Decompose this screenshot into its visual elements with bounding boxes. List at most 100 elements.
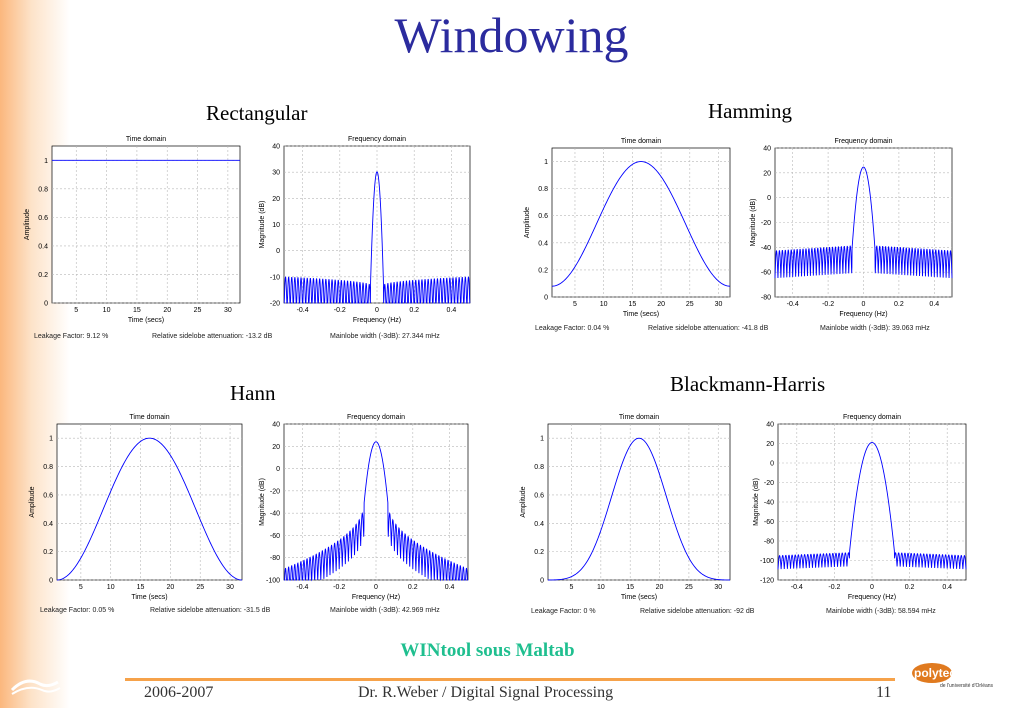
logo-swoosh	[912, 663, 952, 683]
freq-3-xtick-label: 0.2	[905, 584, 915, 591]
time-1-xlabel: Time (secs)	[623, 311, 659, 318]
time-0-xlabel: Time (secs)	[128, 317, 164, 324]
time-1-xtick-label: 25	[686, 301, 694, 308]
time-2-xtick-label: 15	[137, 584, 145, 591]
time-1-ytick-label: 0	[544, 295, 548, 302]
freq-0-ytick-label: -20	[270, 301, 280, 308]
time-1-ylabel: Amplitude	[524, 207, 531, 238]
freq-3-ytick-label: -20	[764, 480, 774, 487]
time-2-plot-frame	[56, 423, 243, 581]
freq-3-ytick-label: -40	[764, 500, 774, 507]
freq-0-trace	[283, 171, 471, 304]
freq-1-ylabel: Magnitude (dB)	[750, 199, 757, 247]
freq-3-ytick-label: 20	[766, 441, 774, 448]
time-3-xtick-label: 10	[597, 584, 605, 591]
freq-0-ytick-label: 20	[272, 196, 280, 203]
freq-3-xtick-label: 0	[870, 584, 874, 591]
freq-1-ytick-label: -20	[761, 220, 771, 227]
freq-1-trace	[774, 166, 953, 279]
time-1-ytick-label: 0.8	[538, 186, 548, 193]
time-1-xtick-label: 20	[657, 301, 665, 308]
time-0-ytick-label: 1	[44, 158, 48, 165]
time-2-ytick-label: 0.2	[43, 549, 53, 556]
freq-1-ytick-label: -40	[761, 245, 771, 252]
time-3-ylabel: Amplitude	[520, 486, 527, 517]
time-2-ytick-label: 0.6	[43, 492, 53, 499]
freq-2-ytick-label: -40	[270, 511, 280, 518]
time-0-plot-frame	[51, 145, 241, 304]
freq-1-ytick-label: 40	[763, 146, 771, 153]
left-gradient-band	[0, 0, 70, 708]
freq-3-ytick-label: 0	[770, 461, 774, 468]
freq-2-ytick-label: -20	[270, 488, 280, 495]
logo-text: polytechnique	[914, 666, 996, 680]
freq-2-xtick-label: 0.4	[445, 584, 455, 591]
time-1-plot-frame	[551, 147, 731, 298]
time-0-xtick-label: 5	[74, 307, 78, 314]
window-title-hann: Hann	[230, 381, 276, 405]
freq-3-ytick-label: -80	[764, 539, 774, 546]
freq-2-trace	[284, 441, 468, 582]
freq-0-ytick-label: 10	[272, 222, 280, 229]
freq-1-title: Frequency domain	[835, 138, 893, 145]
freq-0-ytick-label: 0	[276, 248, 280, 255]
freq-2-ytick-label: 40	[272, 422, 280, 429]
mainlobe-width-0: Mainlobe width (-3dB): 27.344 mHz	[330, 333, 440, 340]
freq-2-xtick-label: -0.2	[333, 584, 345, 591]
time-0-ylabel: Amplitude	[24, 209, 31, 240]
freq-2-xtick-label: 0.2	[408, 584, 418, 591]
time-2-ytick-label: 1	[49, 436, 53, 443]
time-2-xtick-label: 25	[196, 584, 204, 591]
time-3-xtick-label: 30	[714, 584, 722, 591]
footer-author: Dr. R.Weber / Digital Signal Processing	[358, 684, 614, 701]
freq-0-ytick-label: 40	[272, 144, 280, 151]
freq-0-xtick-label: 0	[375, 307, 379, 314]
time-3-xtick-label: 5	[570, 584, 574, 591]
leakage-factor-1: Leakage Factor: 0.04 %	[535, 325, 609, 332]
window-title-rectangular: Rectangular	[206, 101, 308, 125]
freq-3-ylabel: Magnitude (dB)	[753, 478, 760, 526]
time-1-trace	[551, 161, 731, 287]
time-2-xtick-label: 10	[107, 584, 115, 591]
window-title-hamming: Hamming	[708, 99, 792, 123]
time-3-xtick-label: 20	[656, 584, 664, 591]
time-3-ytick-label: 0.4	[534, 521, 544, 528]
slide-title: Windowing	[394, 7, 629, 63]
freq-3-xlabel: Frequency (Hz)	[848, 594, 896, 601]
mainlobe-width-1: Mainlobe width (-3dB): 39.063 mHz	[820, 325, 930, 332]
time-2-ytick-label: 0.8	[43, 464, 53, 471]
logo-subtext: de l'université d'Orléans	[940, 683, 994, 689]
freq-1-xtick-label: 0.4	[929, 301, 939, 308]
freq-0-ylabel: Magnitude (dB)	[259, 201, 266, 249]
time-3-xlabel: Time (secs)	[621, 594, 657, 601]
time-2-ytick-label: 0.4	[43, 521, 53, 528]
time-0-ytick-label: 0	[44, 301, 48, 308]
freq-3-title: Frequency domain	[843, 414, 901, 421]
time-2-trace	[56, 437, 243, 581]
time-1-ytick-label: 1	[544, 159, 548, 166]
freq-2-xtick-label: 0	[374, 584, 378, 591]
time-3-ytick-label: 1	[540, 436, 544, 443]
time-3-plot-frame	[547, 423, 731, 581]
leakage-factor-3: Leakage Factor: 0 %	[531, 608, 596, 615]
time-3-xtick-label: 15	[626, 584, 634, 591]
sidelobe-attenuation-3: Relative sidelobe attenuation: -92 dB	[640, 608, 755, 615]
time-1-xtick-label: 10	[600, 301, 608, 308]
time-0-title: Time domain	[126, 136, 166, 143]
time-2-xlabel: Time (secs)	[131, 594, 167, 601]
footer-years: 2006-2007	[144, 684, 214, 701]
freq-2-ytick-label: -80	[270, 555, 280, 562]
time-0-xtick-label: 10	[103, 307, 111, 314]
time-0-xtick-label: 15	[133, 307, 141, 314]
time-2-xtick-label: 20	[166, 584, 174, 591]
freq-1-xlabel: Frequency (Hz)	[839, 311, 887, 318]
page-number: 11	[876, 684, 892, 701]
time-0-xtick-label: 20	[163, 307, 171, 314]
freq-2-ytick-label: 0	[276, 466, 280, 473]
mainlobe-width-2: Mainlobe width (-3dB): 42.969 mHz	[330, 607, 440, 614]
freq-0-ytick-label: 30	[272, 170, 280, 177]
time-3-title: Time domain	[619, 414, 659, 421]
time-0-xtick-label: 30	[224, 307, 232, 314]
freq-0-title: Frequency domain	[348, 136, 406, 143]
time-1-ytick-label: 0.2	[538, 267, 548, 274]
